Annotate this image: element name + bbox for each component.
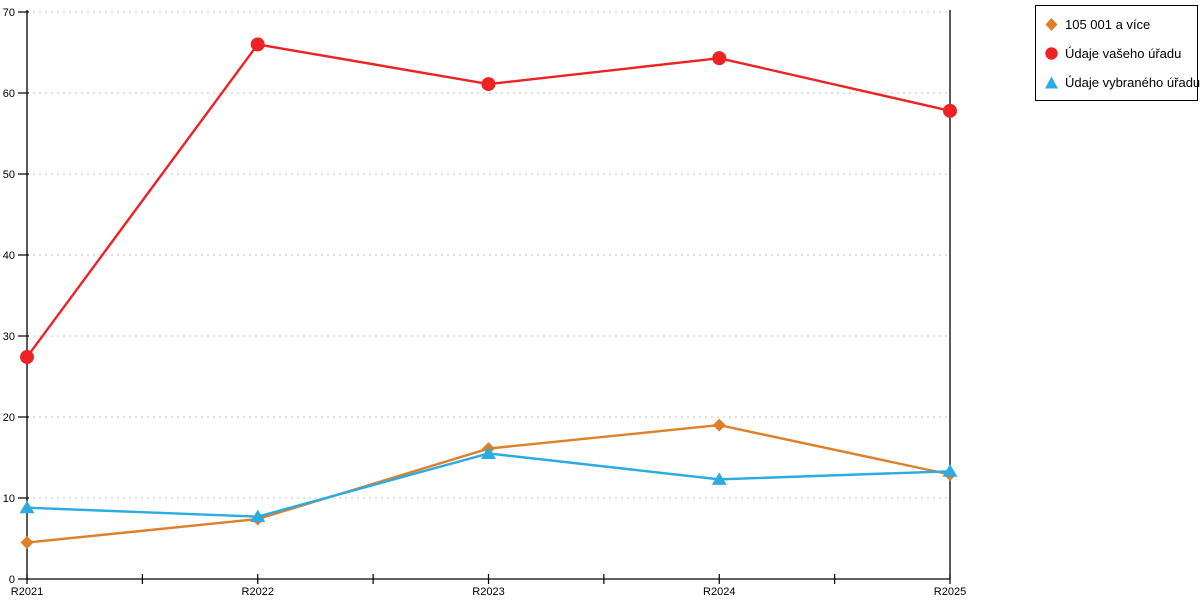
data-point-circle xyxy=(20,350,34,365)
triangle-icon xyxy=(1045,76,1058,88)
data-point-circle xyxy=(250,37,265,52)
legend-item-105001-a-vice: 105 001 a více xyxy=(1044,11,1193,37)
x-tick-label-R2022: R2022 xyxy=(242,586,274,598)
data-point-triangle xyxy=(19,500,35,514)
data-point-circle xyxy=(481,77,496,92)
circle-icon xyxy=(1045,46,1058,60)
series-line-1 xyxy=(26,43,951,358)
legend-label-udaje-vybraneho-uradu: Údaje vybraného úřadu xyxy=(1065,74,1200,90)
legend-item-udaje-vybraneho-uradu: Údaje vybraného úřadu xyxy=(1044,69,1200,95)
data-point-diamond xyxy=(712,418,726,432)
y-tick-label-60: 60 xyxy=(3,88,15,100)
diamond-icon xyxy=(1045,17,1058,31)
y-tick-label-30: 30 xyxy=(3,331,15,343)
data-point-triangle xyxy=(711,472,727,485)
series-line-2 xyxy=(26,452,951,518)
y-tick-label-20: 20 xyxy=(3,412,15,424)
legend: 105 001 a více Údaje vašeho úřadu Údaje … xyxy=(1035,5,1200,101)
x-tick-label-R2025: R2025 xyxy=(934,586,966,598)
y-tick-label-70: 70 xyxy=(3,7,15,19)
x-tick-label-R2024: R2024 xyxy=(703,586,735,598)
y-tick-label-40: 40 xyxy=(3,250,15,262)
legend-label-105001-a-vice: 105 001 a více xyxy=(1065,16,1151,32)
y-tick-label-0: 0 xyxy=(9,574,15,586)
y-tick-label-10: 10 xyxy=(3,493,15,505)
x-tick-label-R2021: R2021 xyxy=(11,586,43,598)
data-point-circle xyxy=(712,51,727,66)
legend-item-udaje-vaseho-uradu: Údaje vašeho úřadu xyxy=(1044,40,1193,66)
data-point-circle xyxy=(943,103,957,118)
data-point-triangle xyxy=(250,509,266,523)
y-tick-label-50: 50 xyxy=(3,169,15,181)
data-point-triangle xyxy=(942,464,958,477)
x-tick-label-R2023: R2023 xyxy=(472,586,504,598)
legend-label-udaje-vaseho-uradu: Údaje vašeho úřadu xyxy=(1065,45,1182,61)
data-point-diamond xyxy=(20,536,34,550)
data-point-triangle xyxy=(481,446,496,459)
